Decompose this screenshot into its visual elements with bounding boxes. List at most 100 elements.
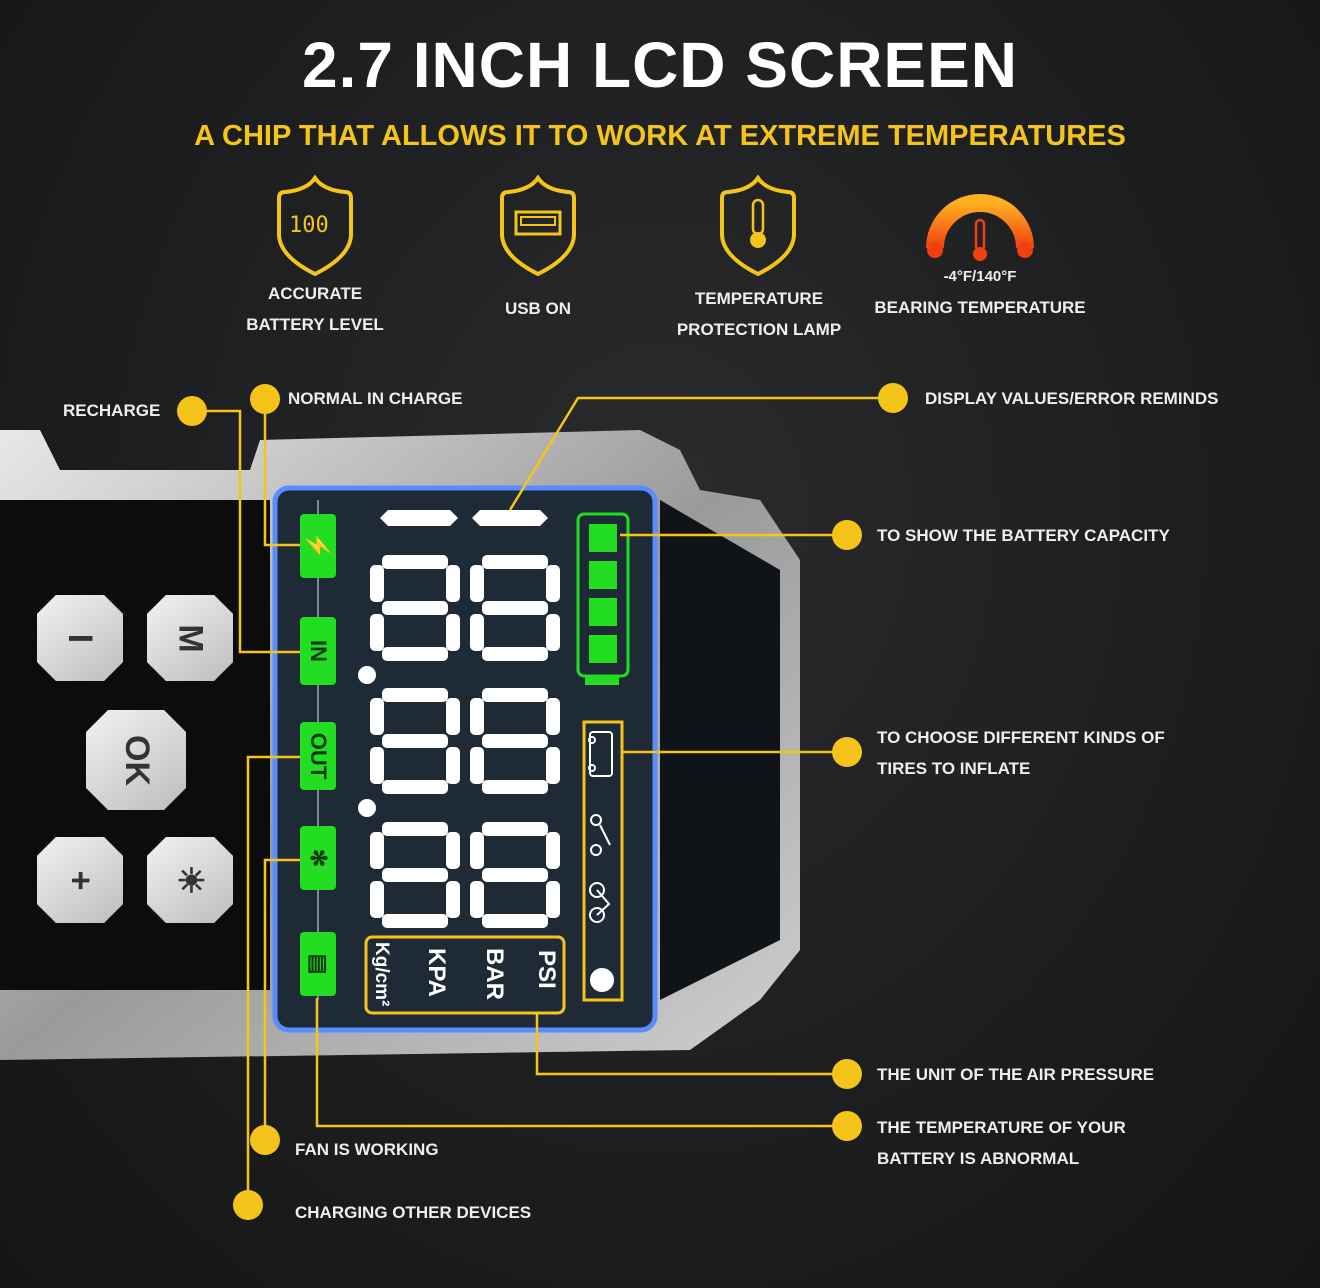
plus-button[interactable]: + bbox=[37, 837, 123, 923]
digit-segment bbox=[482, 822, 548, 836]
callout-display-values: DISPLAY VALUES/ERROR REMINDS bbox=[925, 389, 1219, 408]
callout-line: TIRES TO INFLATE bbox=[877, 759, 1031, 778]
shield-thermometer-icon bbox=[720, 174, 796, 277]
digit-segment bbox=[446, 832, 460, 869]
digit-segment bbox=[482, 601, 548, 615]
feature-accurate-battery: ACCURATE BATTERY LEVEL bbox=[215, 278, 415, 340]
callout-line: TO CHOOSE DIFFERENT KINDS OF bbox=[877, 728, 1165, 747]
shield-usb-icon bbox=[500, 174, 576, 277]
callout-dots bbox=[177, 383, 908, 1220]
unit-bar: BAR bbox=[481, 948, 508, 1000]
unit-box bbox=[364, 935, 566, 1015]
digit-segment bbox=[482, 780, 548, 794]
digit-segment bbox=[482, 868, 548, 882]
feature-label: ACCURATE bbox=[267, 284, 363, 303]
callout-battery-temp: THE TEMPERATURE OF YOUR BATTERY IS ABNOR… bbox=[877, 1112, 1126, 1174]
feature-temperature-lamp: TEMPERATURE PROTECTION LAMP bbox=[650, 283, 868, 345]
digit-segment bbox=[370, 565, 384, 602]
digit-segment bbox=[382, 688, 448, 702]
digit-segment bbox=[446, 614, 460, 651]
feature-label: BEARING TEMPERATURE bbox=[874, 298, 1086, 317]
button-label: + bbox=[61, 870, 100, 890]
digit-segment bbox=[370, 832, 384, 869]
callout-fan: FAN IS WORKING bbox=[295, 1140, 439, 1159]
digit-segment bbox=[382, 601, 448, 615]
digit-segment bbox=[470, 565, 484, 602]
feature-bearing-temperature: -4°F/140°F BEARING TEMPERATURE bbox=[860, 262, 1100, 323]
page-subtitle: A CHIP THAT ALLOWS IT TO WORK AT EXTREME… bbox=[194, 120, 1126, 152]
digit-segment bbox=[470, 747, 484, 784]
digit-segment bbox=[382, 780, 448, 794]
digit-segment bbox=[546, 832, 560, 869]
digit-segment bbox=[546, 565, 560, 602]
feature-label: TEMPERATURE bbox=[694, 289, 824, 308]
light-button[interactable]: ☀ bbox=[147, 837, 233, 923]
battery-bar bbox=[589, 635, 617, 663]
recharge-indicator: ⚡ bbox=[300, 514, 336, 578]
digit-segment bbox=[382, 914, 448, 928]
bicycle-icon bbox=[589, 882, 611, 923]
shield-battery-100-icon: 100 bbox=[277, 174, 353, 277]
button-label: OK bbox=[117, 734, 156, 786]
digit-segment bbox=[546, 698, 560, 735]
ok-button[interactable]: OK bbox=[86, 710, 186, 810]
car-icon bbox=[588, 731, 613, 777]
indicator-label: ✻ bbox=[306, 848, 331, 868]
indicator-label: OUT bbox=[306, 732, 332, 780]
indicator-label: ▤ bbox=[305, 953, 331, 975]
digit-segment bbox=[382, 734, 448, 748]
digit-segment bbox=[382, 647, 448, 661]
digit-segment bbox=[370, 747, 384, 784]
tire-mode-box bbox=[582, 720, 624, 1002]
digit-segment bbox=[482, 555, 548, 569]
battery-bar bbox=[589, 561, 617, 589]
digit-segment bbox=[470, 881, 484, 918]
feature-usb-on: USB ON bbox=[438, 293, 638, 324]
digit-segment bbox=[446, 881, 460, 918]
digit-segment bbox=[482, 734, 548, 748]
callout-line: THE TEMPERATURE OF YOUR bbox=[877, 1118, 1126, 1137]
digit-segment bbox=[470, 832, 484, 869]
temperature-gauge-icon bbox=[926, 194, 1034, 261]
callout-charging-other: CHARGING OTHER DEVICES bbox=[295, 1203, 532, 1222]
digit-segment bbox=[382, 868, 448, 882]
fan-indicator: ✻ bbox=[300, 826, 336, 890]
battery-bar bbox=[589, 598, 617, 626]
feature-label: BATTERY LEVEL bbox=[246, 315, 384, 334]
digit-segment bbox=[370, 614, 384, 651]
button-label: ☀ bbox=[170, 864, 209, 896]
digit-segment bbox=[482, 647, 548, 661]
digit-segment bbox=[470, 698, 484, 735]
callout-battery-capacity: TO SHOW THE BATTERY CAPACITY bbox=[877, 526, 1170, 545]
digit-segment bbox=[446, 565, 460, 602]
motorcycle-icon bbox=[590, 814, 611, 856]
page-title: 2.7 INCH LCD SCREEN bbox=[302, 29, 1018, 101]
battery-bar bbox=[589, 524, 617, 552]
digit-segment bbox=[370, 698, 384, 735]
in-indicator: IN bbox=[300, 617, 336, 685]
indicator-label: IN bbox=[306, 640, 331, 662]
callout-line: BATTERY IS ABNORMAL bbox=[877, 1149, 1080, 1168]
feature-label: USB ON bbox=[504, 299, 572, 318]
indicator-label: ⚡ bbox=[306, 532, 331, 560]
svg-text:100: 100 bbox=[289, 213, 329, 238]
digit-segment bbox=[546, 747, 560, 784]
seven-segment-digits bbox=[370, 555, 560, 928]
out-indicator: OUT bbox=[300, 722, 336, 790]
digit-segment bbox=[482, 688, 548, 702]
minus-button[interactable]: I bbox=[37, 595, 123, 681]
mode-button[interactable]: M bbox=[147, 595, 233, 681]
callout-normal-in-charge: NORMAL IN CHARGE bbox=[288, 389, 463, 408]
digit-segment bbox=[546, 614, 560, 651]
button-label: M bbox=[171, 623, 210, 653]
digit-segment bbox=[546, 881, 560, 918]
digit-segment bbox=[370, 881, 384, 918]
callout-tires: TO CHOOSE DIFFERENT KINDS OF TIRES TO IN… bbox=[877, 722, 1165, 784]
digit-segment bbox=[382, 822, 448, 836]
callout-lines bbox=[192, 396, 893, 1205]
digit-segment bbox=[470, 614, 484, 651]
ball-icon bbox=[590, 968, 614, 992]
digit-segment bbox=[446, 747, 460, 784]
unit-kpa: KPA bbox=[423, 948, 450, 997]
digit-segment bbox=[382, 555, 448, 569]
